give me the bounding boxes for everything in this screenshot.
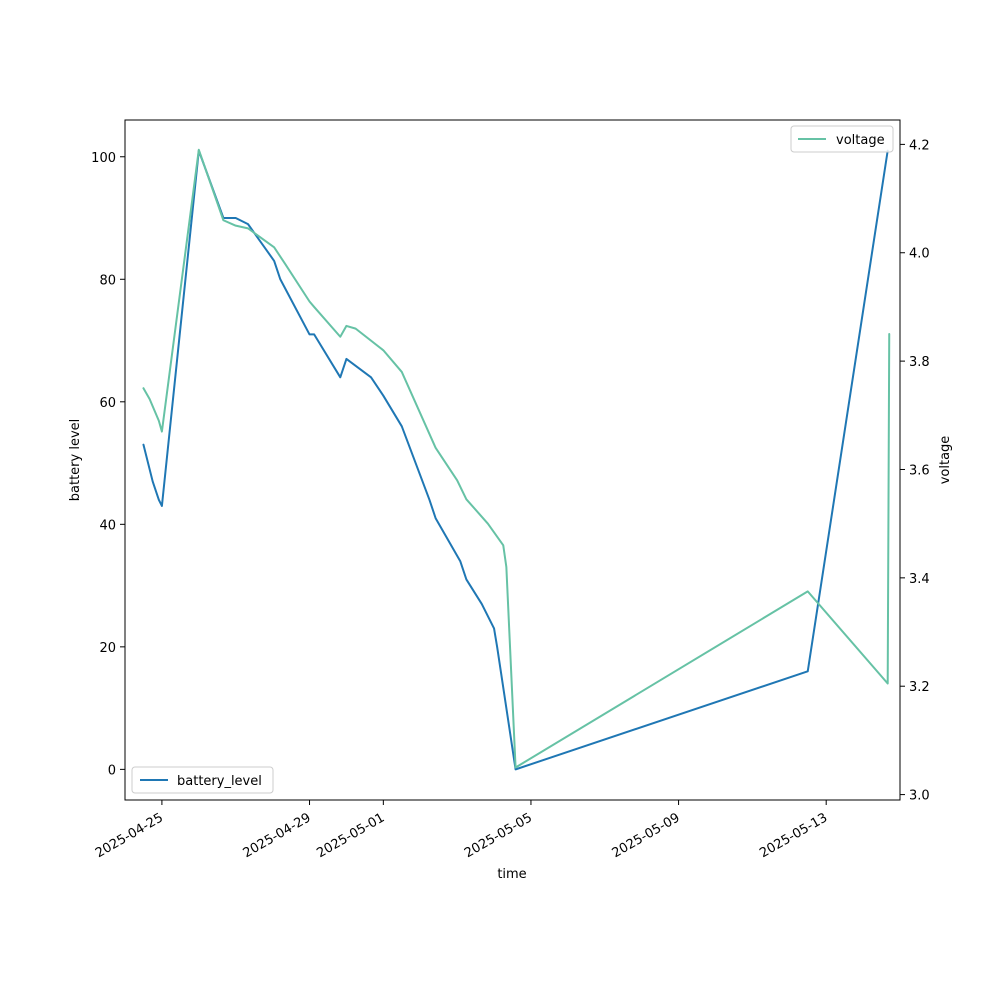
y-tick-label-right: 3.2 (909, 680, 930, 695)
series-line-voltage (142, 148, 891, 769)
lines-layer (142, 148, 891, 771)
y-tick-label-left: 100 (91, 151, 116, 166)
y-tick-label-right: 3.8 (909, 355, 930, 370)
legend-battery-level: battery_level (131, 766, 274, 794)
x-axis-label: time (497, 867, 526, 882)
y-tick-label-right: 4.2 (909, 138, 930, 153)
y-axis-label-right: voltage (938, 436, 953, 485)
axes-frame (124, 119, 901, 801)
legend-box-voltage (790, 125, 894, 153)
y-tick-label-right: 3.4 (909, 572, 930, 587)
legend-label-voltage: voltage (836, 133, 885, 148)
legend-box-battery-level (131, 766, 274, 794)
y-tick-label-left: 0 (108, 763, 116, 778)
y-tick-label-right: 4.0 (909, 247, 930, 262)
y-tick-label-right: 3.6 (909, 463, 930, 478)
y-axis-label-left: battery level (68, 419, 83, 502)
legend-voltage: voltage (790, 125, 894, 153)
y-tick-label-left: 40 (99, 518, 116, 533)
y-tick-label-left: 20 (99, 641, 116, 656)
legend-label-battery-level: battery_level (177, 774, 262, 789)
y-tick-label-left: 60 (99, 396, 116, 411)
y-tick-label-left: 80 (99, 273, 116, 288)
y-tick-label-right: 3.0 (909, 789, 930, 804)
